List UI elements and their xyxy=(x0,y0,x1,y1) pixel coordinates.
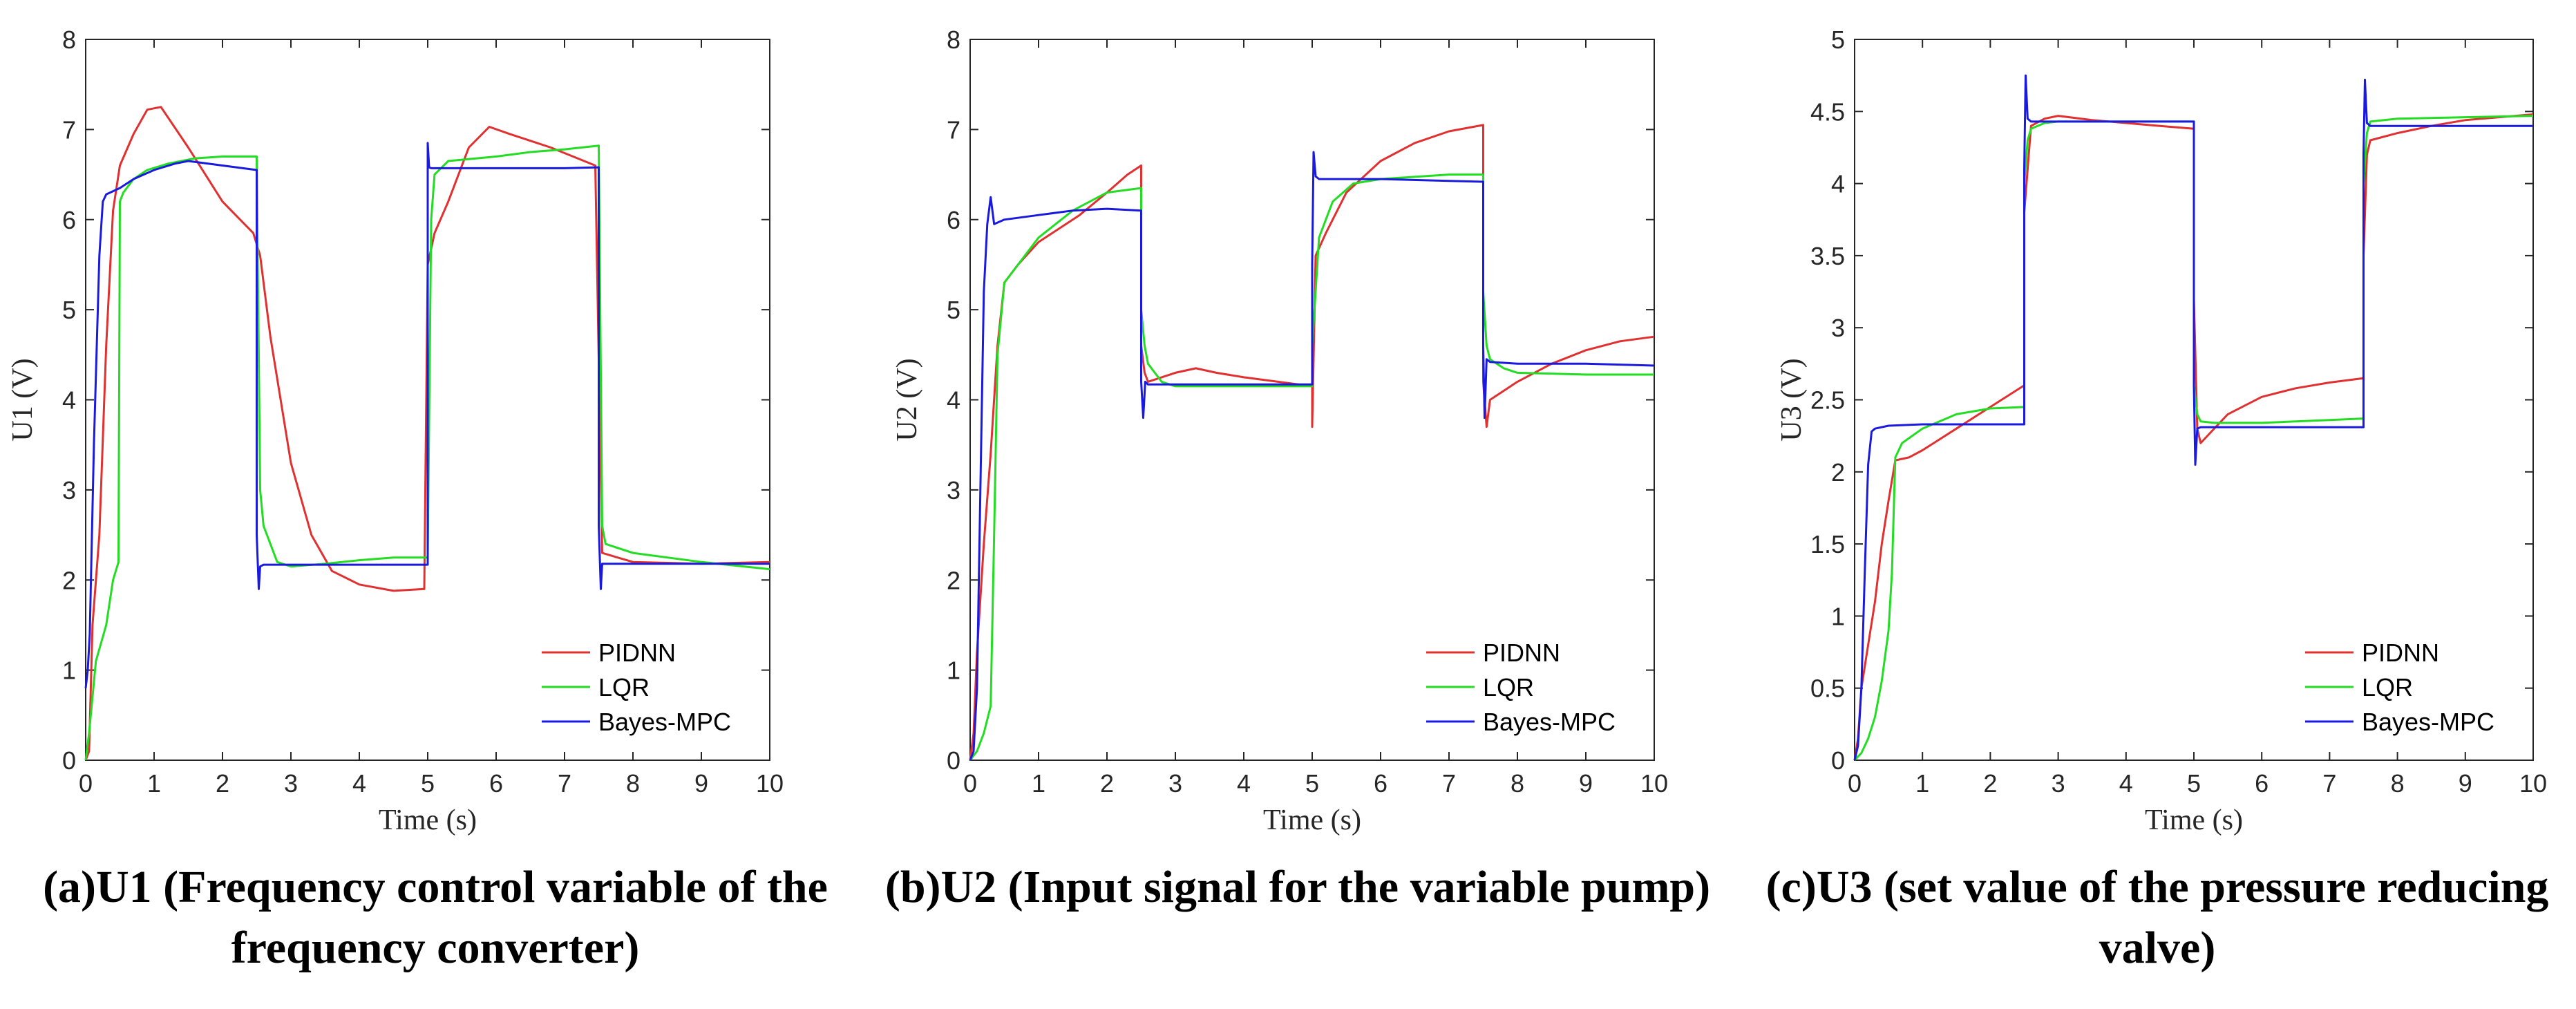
x-tick-label: 0 xyxy=(79,769,93,798)
x-axis-label: Time (s) xyxy=(2145,804,2243,836)
x-tick-label: 10 xyxy=(1640,769,1668,798)
y-tick-label: 4 xyxy=(947,386,960,415)
y-tick-label: 5 xyxy=(1831,26,1845,54)
y-tick-label: 2.5 xyxy=(1810,386,1845,415)
y-tick-label: 1.5 xyxy=(1810,530,1845,558)
y-tick-label: 3 xyxy=(62,476,76,504)
chart-2: 0 1 2 3 4 5 6 7 8 9 10 0 0.5 1 1.5 2 2.5 3 3.5 4 4.5 5 Time (s… xyxy=(1776,26,2547,836)
x-tick-label: 5 xyxy=(421,769,435,798)
x-tick-label: 5 xyxy=(1305,769,1319,798)
caption-b: (b)U2 (Input signal for the variable pum… xyxy=(884,862,1711,912)
y-tick-label: 2 xyxy=(947,566,960,594)
x-axis-label: Time (s) xyxy=(1263,804,1361,836)
legend-label-bayes-mpc: Bayes-MPC xyxy=(2362,708,2494,736)
series-line-pidnn xyxy=(1853,113,2534,761)
y-tick-label: 0 xyxy=(62,746,76,775)
y-tick-label: 4 xyxy=(1831,170,1845,198)
legend-label-bayes-mpc: Bayes-MPC xyxy=(1483,708,1616,736)
y-axis-label: U2 (V) xyxy=(891,358,923,441)
x-tick-label: 8 xyxy=(626,769,640,798)
x-tick-label: 3 xyxy=(1168,769,1182,798)
x-tick-label: 7 xyxy=(2322,769,2336,798)
y-tick-label: 3.5 xyxy=(1810,242,1845,270)
y-tick-label: 6 xyxy=(62,206,76,234)
x-tick-label: 1 xyxy=(1032,769,1045,798)
caption-a: (a)U1 (Frequency control variable of the… xyxy=(43,862,828,973)
legend-box xyxy=(535,632,756,746)
x-tick-label: 6 xyxy=(1374,769,1388,798)
y-tick-label: 1 xyxy=(947,657,960,685)
y-tick-label: 8 xyxy=(947,26,960,54)
caption-c: (c)U3 (set value of the pressure reducin… xyxy=(1765,862,2549,973)
x-tick-label: 9 xyxy=(694,769,708,798)
series-line-bayes-mpc xyxy=(84,142,770,688)
legend-label-pidnn: PIDNN xyxy=(2362,639,2439,667)
x-tick-label: 3 xyxy=(284,769,298,798)
x-tick-label: 4 xyxy=(2119,769,2133,798)
series-line-bayes-mpc xyxy=(1853,74,2533,761)
y-tick-label: 4.5 xyxy=(1810,97,1845,126)
y-tick-label: 0 xyxy=(947,746,960,775)
y-tick-label: 2 xyxy=(1831,458,1845,487)
legend-label-pidnn: PIDNN xyxy=(598,639,676,667)
x-tick-label: 3 xyxy=(2052,769,2065,798)
y-tick-label: 6 xyxy=(947,206,960,234)
x-tick-label: 10 xyxy=(2519,769,2547,798)
y-tick-label: 7 xyxy=(947,115,960,144)
x-tick-label: 0 xyxy=(1848,769,1862,798)
series-line-pidnn xyxy=(84,106,770,761)
y-tick-label: 4 xyxy=(62,386,76,415)
x-tick-label: 2 xyxy=(1100,769,1114,798)
x-tick-label: 6 xyxy=(2255,769,2269,798)
y-tick-label: 3 xyxy=(1831,314,1845,342)
legend-box xyxy=(1419,632,1640,746)
y-tick-label: 1 xyxy=(1831,602,1845,630)
y-tick-label: 0 xyxy=(1831,746,1845,775)
x-tick-label: 4 xyxy=(352,769,366,798)
y-tick-label: 3 xyxy=(947,476,960,504)
chart-1: 0 1 2 3 4 5 6 7 8 9 10 0 1 2 3 4 5 6 7 8 Time (s) U2 (V) PIDNN… xyxy=(891,26,1668,836)
x-tick-label: 1 xyxy=(147,769,161,798)
x-tick-label: 7 xyxy=(1442,769,1456,798)
x-tick-label: 8 xyxy=(1510,769,1524,798)
legend-box xyxy=(2298,632,2519,746)
y-tick-label: 5 xyxy=(947,296,960,324)
legend-label-lqr: LQR xyxy=(2362,673,2413,701)
y-tick-label: 7 xyxy=(62,115,76,144)
x-axis-label: Time (s) xyxy=(379,804,477,836)
x-tick-label: 1 xyxy=(1915,769,1929,798)
legend-label-lqr: LQR xyxy=(1483,673,1534,701)
x-tick-label: 10 xyxy=(756,769,784,798)
x-tick-label: 9 xyxy=(2459,769,2472,798)
x-tick-label: 6 xyxy=(489,769,503,798)
x-tick-label: 2 xyxy=(216,769,229,798)
legend-label-lqr: LQR xyxy=(598,673,650,701)
y-tick-label: 5 xyxy=(62,296,76,324)
x-tick-label: 0 xyxy=(963,769,977,798)
x-tick-label: 5 xyxy=(2187,769,2201,798)
y-tick-label: 1 xyxy=(62,657,76,685)
series-line-bayes-mpc xyxy=(969,151,1655,761)
x-tick-label: 4 xyxy=(1237,769,1251,798)
y-tick-label: 8 xyxy=(62,26,76,54)
chart-0: 0 1 2 3 4 5 6 7 8 9 10 0 1 2 3 4 5 6 7 8 Time (s) U1 (V) PIDNN… xyxy=(7,26,784,836)
legend-label-bayes-mpc: Bayes-MPC xyxy=(598,708,731,736)
y-axis-label: U1 (V) xyxy=(7,358,39,441)
series-line-lqr xyxy=(969,173,1654,761)
y-tick-label: 0.5 xyxy=(1810,675,1845,703)
x-tick-label: 8 xyxy=(2391,769,2405,798)
x-tick-label: 9 xyxy=(1579,769,1593,798)
legend-label-pidnn: PIDNN xyxy=(1483,639,1560,667)
x-tick-label: 2 xyxy=(1983,769,1997,798)
y-axis-label: U3 (V) xyxy=(1776,358,1808,441)
x-tick-label: 7 xyxy=(558,769,571,798)
y-tick-label: 2 xyxy=(62,566,76,594)
